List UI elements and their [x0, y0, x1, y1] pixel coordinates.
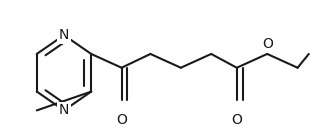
- Text: O: O: [231, 113, 242, 127]
- Text: N: N: [59, 103, 69, 117]
- Text: O: O: [116, 113, 127, 127]
- Text: O: O: [262, 37, 273, 51]
- Text: N: N: [59, 28, 69, 42]
